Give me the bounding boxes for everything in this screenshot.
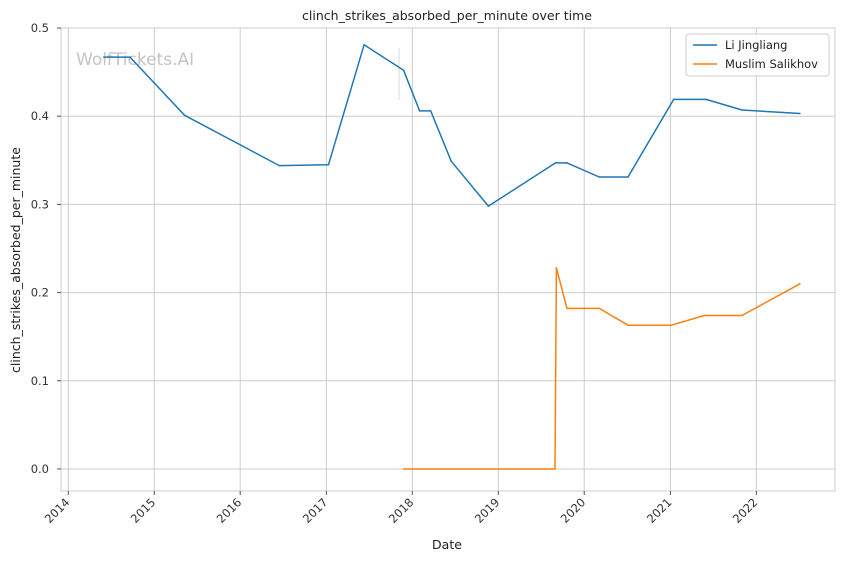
- x-tick-label: 2019: [472, 495, 503, 526]
- data-point: [566, 307, 568, 310]
- data-point: [487, 205, 490, 207]
- x-tick-label: 2015: [128, 495, 159, 526]
- data-point: [554, 162, 557, 164]
- y-tick-label: 0.2: [31, 286, 49, 300]
- data-point: [278, 164, 281, 167]
- y-axis-title: clinch_strikes_absorbed_per_minute: [8, 147, 23, 373]
- legend: Li Jingliang Muslim Salikhov: [685, 33, 830, 77]
- data-point: [103, 56, 105, 58]
- x-tick-label: 2014: [42, 495, 73, 526]
- data-point: [429, 110, 432, 112]
- legend-label-muslim-salikhov: Muslim Salikhov: [725, 57, 818, 71]
- data-point: [555, 267, 558, 269]
- x-tick-label: 2022: [730, 495, 761, 526]
- data-point: [129, 56, 131, 58]
- series-group: [103, 44, 801, 470]
- y-tick-label: 0.1: [31, 374, 49, 388]
- x-tick-label: 2017: [300, 495, 331, 526]
- series-line-muslim-salikhov: [403, 267, 801, 470]
- plot-area: [60, 27, 836, 492]
- data-point: [627, 324, 629, 327]
- data-point: [670, 324, 673, 327]
- data-point: [418, 110, 421, 112]
- x-tick-label: 2018: [386, 495, 417, 526]
- data-point: [627, 176, 629, 178]
- x-tick-label: 2020: [558, 495, 589, 526]
- data-point: [402, 468, 405, 470]
- data-point: [363, 44, 365, 46]
- data-point: [554, 468, 556, 470]
- data-point: [799, 283, 801, 285]
- data-point: [327, 163, 330, 166]
- grid-lines: [61, 27, 835, 491]
- y-axis-ticks: 0.0 0.1 0.2 0.3 0.4 0.5: [31, 21, 61, 476]
- data-point: [705, 98, 707, 101]
- y-tick-label: 0.3: [31, 197, 49, 211]
- data-point: [799, 112, 801, 115]
- legend-label-li-jingliang: Li Jingliang: [725, 38, 787, 52]
- data-point: [598, 176, 601, 178]
- y-tick-label: 0.5: [31, 21, 49, 35]
- legend-box: [685, 33, 830, 77]
- data-point: [183, 114, 186, 117]
- y-tick-label: 0.4: [31, 109, 49, 123]
- watermark: WolfTickets.AI: [76, 50, 194, 70]
- chart-title: clinch_strikes_absorbed_per_minute over …: [302, 8, 592, 23]
- data-point: [598, 307, 601, 310]
- data-point: [741, 314, 743, 317]
- y-tick-label: 0.0: [31, 462, 49, 476]
- data-point: [741, 109, 743, 111]
- x-tick-label: 2016: [214, 495, 245, 526]
- x-axis-title: Date: [432, 537, 462, 552]
- data-point: [672, 98, 675, 101]
- x-axis-ticks: 2014 2015 2016 2017 2018 2019 2020 2021 2022: [42, 491, 761, 526]
- x-tick-label: 2021: [644, 495, 675, 526]
- data-point: [703, 314, 706, 317]
- data-point: [450, 160, 453, 162]
- data-point: [566, 162, 568, 164]
- data-point: [402, 69, 405, 72]
